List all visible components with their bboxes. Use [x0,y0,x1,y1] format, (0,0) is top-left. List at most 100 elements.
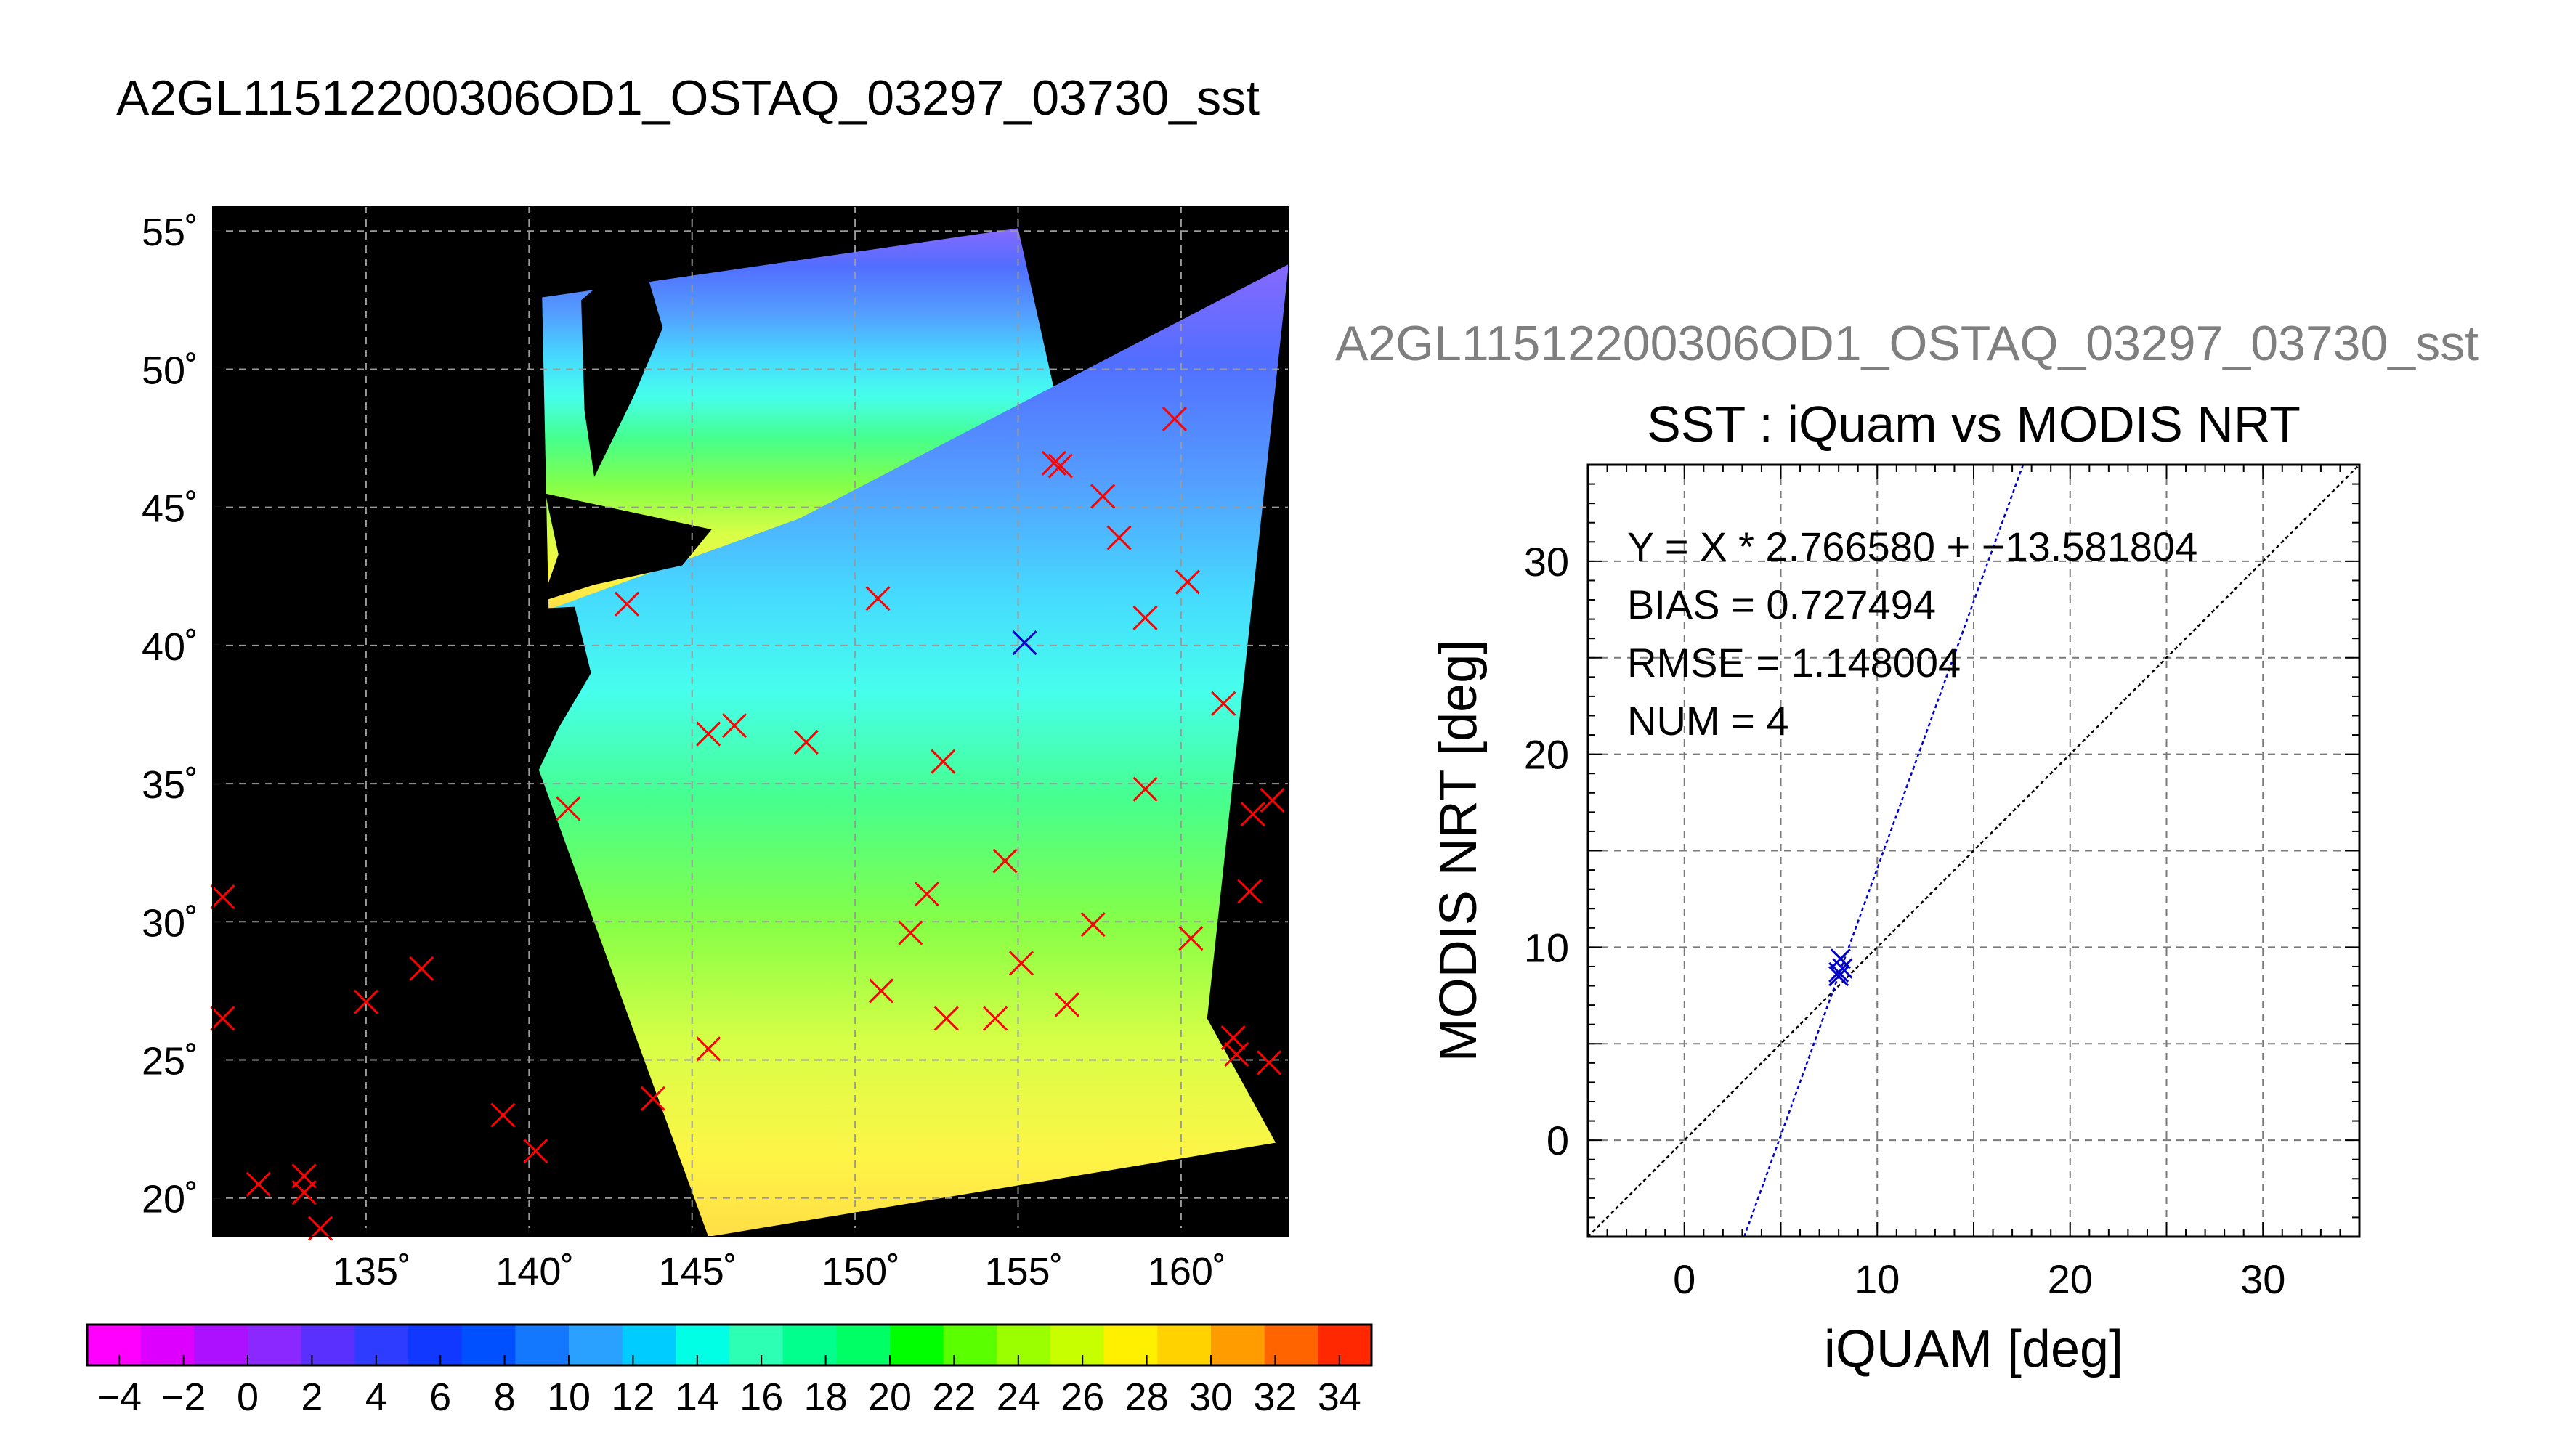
buoy-marker [1106,525,1132,550]
colorbar-tick-label: 26 [1061,1375,1104,1419]
colorbar-segment [515,1325,570,1365]
buoy-marker [210,1006,235,1031]
land-mass [581,250,663,477]
colorbar-segment [140,1325,195,1365]
buoy-marker [1178,926,1204,951]
land-mass [519,606,591,770]
scatter-y-tick-label: 10 [1524,924,1569,970]
buoy-marker [696,1036,721,1062]
colorbar-segment [943,1325,997,1365]
colorbar-tick-label: 4 [365,1375,387,1419]
colorbar-tick-label: 2 [301,1375,323,1419]
sst-map: 135˚ 140˚ 145˚ 150˚ 155˚ 160˚ 20˚ 25˚ 30˚ 35˚ 40˚ 4… [142,206,1289,1293]
buoy-marker [898,920,923,945]
colorbar-segment [1103,1325,1158,1365]
colorbar-segment [569,1325,623,1365]
scatter-x-axis-label: iQUAM [deg] [1824,1320,2123,1378]
buoy-marker [1008,951,1034,976]
buoy-marker [992,848,1018,874]
map-y-tick-label: 55˚ [142,211,198,254]
buoy-marker [1162,406,1187,431]
colorbar-tick-label: 6 [429,1375,451,1419]
colorbar-tick-label: 0 [237,1375,259,1419]
right-panel-title: A2GL11512200306OD1_OSTAQ_03297_03730_sst [1335,316,2479,371]
colorbar-segment [676,1325,730,1365]
identity-line [1588,465,2359,1237]
scatter-point [1828,966,1849,987]
colorbar-segment [890,1325,944,1365]
buoy-marker [1132,605,1158,630]
scatter-y-tick-label: 30 [1524,539,1569,585]
buoy-marker [523,1139,548,1164]
cloud-cover-south [538,264,1289,1237]
colorbar-segment [461,1325,516,1365]
colorbar-segment [1264,1325,1318,1365]
map-x-tick-label: 135˚ [333,1250,411,1293]
scatter-frame [1586,463,2361,1238]
stats-line: NUM = 4 [1627,698,1789,744]
map-swath-layer [213,206,1289,1237]
map-x-tick-label: 150˚ [822,1250,900,1293]
colorbar-segment [408,1325,463,1365]
buoy-marker [210,884,235,910]
swath-south [538,264,1289,1237]
buoy-marker [1257,1050,1282,1075]
land-mass [213,206,539,563]
colorbar-segment [997,1325,1051,1365]
map-x-tick-label: 155˚ [984,1250,1063,1293]
buoy-marker [868,978,894,1004]
scatter-y-axis-label: MODIS NRT [deg] [1430,640,1488,1062]
buoy-marker [614,591,640,617]
buoy-marker [1047,453,1073,479]
colorbar-tick-label: −2 [161,1375,206,1419]
colorbar-segment [782,1325,837,1365]
buoy-marker [931,749,956,774]
colorbar-tick-label: 28 [1125,1375,1169,1419]
colorbar-segment [1318,1325,1372,1365]
colorbar-tick-label: 24 [997,1375,1040,1419]
scatter-title: SST : iQuam vs MODIS NRT [1647,396,2301,452]
matchup-marker [1012,630,1037,656]
colorbar-tick-label: 8 [494,1375,516,1419]
scatter-y-tick-label: 0 [1547,1118,1569,1163]
map-y-tick-label: 40˚ [142,625,198,669]
buoy-marker [865,586,891,611]
colorbar-tick-label: 14 [676,1375,719,1419]
colorbar-segment [87,1325,142,1365]
colorbar-segment [836,1325,891,1365]
scatter-x-tick-label: 20 [2048,1256,2093,1302]
colorbar-tick-label: 34 [1318,1375,1361,1419]
scatter-y-tick-label: 20 [1524,732,1569,778]
colorbar-segment [729,1325,784,1365]
buoy-marker [291,1180,317,1205]
stats-line: RMSE = 1.148004 [1627,640,1961,686]
colorbar-segment [301,1325,355,1365]
buoy-marker [1260,787,1285,813]
colorbar-tick-label: −4 [97,1375,142,1419]
buoy-marker [353,989,378,1014]
buoy-marker [914,882,939,907]
map-x-tick-label: 160˚ [1148,1250,1226,1293]
buoy-marker [1090,484,1116,509]
colorbar-segment [1157,1325,1212,1365]
map-x-tick-label: 140˚ [495,1250,574,1293]
map-y-tick-label: 45˚ [142,487,198,531]
buoy-marker [1041,450,1066,476]
scatter-lines [1588,465,2359,1237]
scatter-x-tick-label: 0 [1673,1256,1695,1302]
colorbar-tick-label: 20 [868,1375,912,1419]
colorbar-segment [194,1325,248,1365]
colorbar-tick-label: 18 [804,1375,848,1419]
colorbar-tick-label: 16 [739,1375,783,1419]
stats-line: BIAS = 0.727494 [1627,582,1936,627]
buoy-marker [490,1102,516,1128]
colorbar-frame [86,1323,1373,1367]
map-y-tick-label: 30˚ [142,901,198,945]
buoy-marker [933,1006,959,1031]
buoy-marker [1175,569,1200,595]
buoy-marker [1240,801,1265,827]
map-y-tick-label: 25˚ [142,1040,198,1083]
scatter-x-tick-label: 30 [2240,1256,2285,1302]
